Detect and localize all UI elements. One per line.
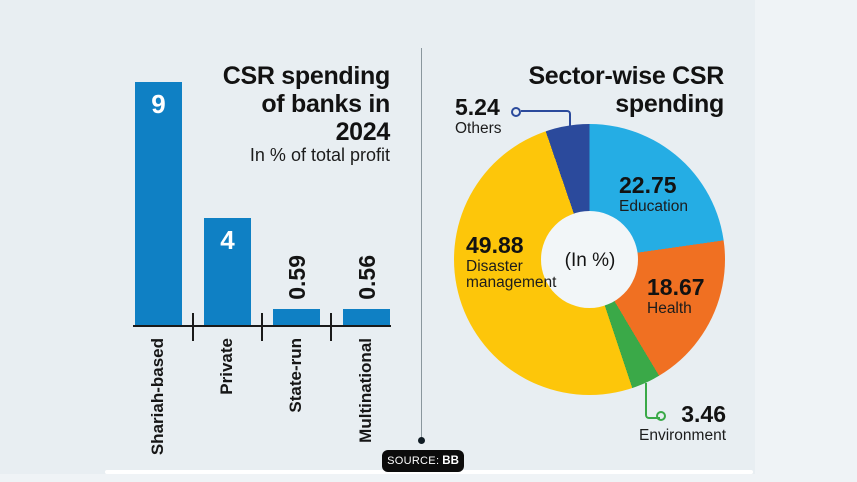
bar-chart-title: CSR spending of banks in 2024 bbox=[222, 61, 391, 147]
environment-callout-line bbox=[645, 383, 660, 419]
x-label-private: Private bbox=[217, 338, 236, 395]
others-label: 5.24 Others bbox=[455, 95, 502, 137]
environment-circle-marker-icon bbox=[656, 411, 666, 421]
section-divider-line bbox=[421, 48, 422, 437]
environment-label: 3.46 Environment bbox=[639, 402, 726, 444]
health-name: Health bbox=[647, 300, 692, 318]
environment-name: Environment bbox=[638, 427, 726, 445]
donut-hole bbox=[541, 211, 638, 308]
donut-center-label: (In %) bbox=[564, 250, 616, 271]
axis-tick bbox=[330, 313, 332, 341]
bar-value-label: 4 bbox=[220, 225, 235, 255]
source-value: BB bbox=[442, 455, 459, 467]
bar-multinational bbox=[343, 309, 390, 327]
bar-private: 4 bbox=[204, 218, 251, 327]
bar-value-label: 9 bbox=[151, 89, 166, 119]
bar-value-label: 0.56 bbox=[354, 255, 380, 300]
bar-shariah-based: 9 bbox=[135, 82, 182, 327]
education-name: Education bbox=[619, 198, 688, 216]
x-label-multinational: Multinational bbox=[356, 338, 375, 443]
education-value: 22.75 bbox=[619, 172, 677, 198]
bar-state-run bbox=[273, 309, 320, 327]
education-label: 22.75 Education bbox=[619, 173, 688, 215]
axis-tick bbox=[192, 313, 194, 341]
x-label-shariah-based: Shariah-based bbox=[148, 338, 167, 456]
others-circle-marker-icon bbox=[511, 107, 521, 117]
environment-value: 3.46 bbox=[681, 401, 726, 427]
bar-chart-subtitle: In % of total profit bbox=[249, 145, 390, 165]
axis-tick bbox=[261, 313, 263, 341]
others-callout-line bbox=[521, 110, 571, 135]
bar-value-label: 0.59 bbox=[284, 255, 310, 300]
health-label: 18.67 Health bbox=[647, 275, 705, 317]
disaster-management-label: 49.88 Disaster management bbox=[466, 233, 558, 291]
x-label-state-run: State-run bbox=[286, 338, 305, 413]
footer-rule bbox=[105, 470, 753, 474]
health-value: 18.67 bbox=[647, 274, 705, 300]
others-value: 5.24 bbox=[455, 94, 500, 120]
source-badge: SOURCE: BB bbox=[382, 450, 464, 472]
donut-chart-title: Sector-wise CSR spending bbox=[528, 61, 724, 118]
others-name: Others bbox=[455, 120, 502, 138]
disaster-management-name: Disaster management bbox=[466, 258, 557, 291]
source-label: SOURCE: bbox=[387, 455, 440, 467]
disaster-management-value: 49.88 bbox=[466, 232, 524, 258]
divider-end-dot bbox=[418, 437, 425, 444]
